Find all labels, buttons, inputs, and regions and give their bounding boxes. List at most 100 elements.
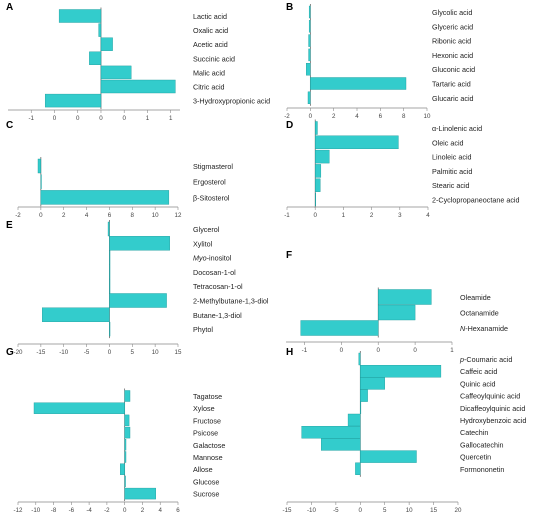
bar (347, 413, 361, 427)
x-tick-label: 4 (355, 113, 359, 120)
x-tick-label: -12 (14, 507, 24, 512)
category-label: Glycolic acid (432, 8, 472, 17)
bar (120, 463, 125, 475)
category-label: 2-Cyclopropaneoctane acid (432, 196, 520, 205)
panel-letter: B (286, 2, 293, 13)
panel-letter: A (6, 2, 13, 13)
category-label: Fructose (193, 416, 221, 425)
x-tick-label: 10 (152, 349, 159, 356)
x-tick-label: -10 (59, 349, 69, 356)
x-tick-label: 6 (176, 507, 180, 512)
x-tick-label: -2 (104, 507, 110, 512)
bar (360, 450, 417, 463)
bar (308, 48, 311, 62)
panel-letter: D (286, 120, 293, 131)
x-tick-label: -2 (284, 113, 290, 120)
x-tick-label: 0 (123, 507, 127, 512)
category-label: Tartaric acid (432, 80, 471, 89)
x-tick-label: 0 (53, 115, 57, 122)
bar (315, 149, 330, 164)
category-label: Linoleic acid (432, 153, 472, 162)
category-label: Gluconic acid (432, 65, 475, 74)
bar (109, 236, 170, 251)
category-label: Ergosterol (193, 178, 226, 187)
x-tick-label: -5 (333, 507, 339, 512)
bar (109, 321, 111, 337)
category-label: Butane-1,3-diol (193, 311, 242, 320)
bar (33, 402, 125, 414)
category-label: Acetic acid (193, 40, 228, 49)
x-tick-label: 0 (309, 113, 313, 120)
bar (40, 174, 42, 189)
x-tick-label: 0 (413, 347, 417, 354)
x-tick-label: 1 (450, 347, 454, 354)
category-label: p-Coumaric acid (459, 355, 512, 364)
category-label: Phytol (193, 325, 213, 334)
category-label: Glycerol (193, 225, 220, 234)
bar (308, 5, 311, 19)
x-tick-label: 5 (383, 507, 387, 512)
bar (40, 190, 170, 205)
x-tick-label: 0 (313, 212, 317, 219)
x-tick-label: 15 (430, 507, 437, 512)
panel-letter: G (6, 347, 14, 358)
panel-letter: E (6, 220, 13, 231)
x-tick-label: -6 (69, 507, 75, 512)
category-label: N-Hexanamide (460, 324, 508, 333)
x-tick-label: -10 (307, 507, 317, 512)
bar (315, 164, 322, 178)
bar (315, 178, 321, 192)
category-label: Lactic acid (193, 12, 227, 21)
x-tick-label: 0 (108, 349, 112, 356)
x-tick-label: -8 (51, 507, 57, 512)
category-label: Glucose (193, 477, 219, 486)
x-tick-label: -1 (28, 115, 34, 122)
x-tick-label: 1 (146, 115, 150, 122)
panel-letter: C (6, 120, 13, 131)
x-tick-label: 2 (141, 507, 145, 512)
bar (300, 320, 379, 336)
x-tick-label: 2 (62, 212, 66, 219)
category-label: Galactose (193, 441, 225, 450)
category-label: Tetracosan-1-ol (193, 282, 243, 291)
category-label: Glyceric acid (432, 22, 473, 31)
x-tick-label: 12 (175, 212, 182, 219)
bar (100, 65, 132, 80)
bar (308, 34, 311, 47)
bar (360, 377, 385, 390)
bar (124, 475, 126, 488)
bar (315, 121, 318, 135)
bar (58, 9, 102, 23)
bar (37, 158, 42, 174)
category-label: Palmitic acid (432, 167, 472, 176)
x-tick-label: 0 (359, 507, 363, 512)
panel-b: B Glycolic acid Glyceric acid Ribonic acid H… (284, 2, 475, 120)
category-label: Dicaffeoylquinic acid (460, 404, 525, 413)
category-label: Psicose (193, 429, 218, 438)
x-tick-label: 15 (175, 349, 182, 356)
bar (378, 304, 416, 321)
x-tick-label: -1 (284, 212, 290, 219)
bar (360, 401, 362, 414)
x-tick-label: 1 (342, 212, 346, 219)
bar (315, 135, 399, 150)
category-label: Xylitol (193, 239, 213, 248)
category-label: 2-Methylbutane-1,3-diol (193, 297, 269, 306)
bar (89, 51, 102, 65)
bar (100, 37, 113, 51)
bar (307, 91, 311, 105)
category-label: Octanamide (460, 309, 499, 318)
category-label: Docosan-1-ol (193, 268, 236, 277)
bar (44, 93, 102, 108)
x-tick-label: -2 (15, 212, 21, 219)
x-tick-label: 2 (332, 113, 336, 120)
category-label: Citric acid (193, 83, 225, 92)
bar (306, 63, 311, 76)
category-label: Tagatose (193, 392, 222, 401)
x-tick-label: 20 (455, 507, 462, 512)
bar (301, 426, 361, 439)
panel-e: E Glycerol Xylitol Myo-inositol Docosan-1-ol… (6, 220, 269, 356)
x-tick-label: -1 (302, 347, 308, 354)
x-tick-label: 10 (406, 507, 413, 512)
bar (109, 293, 167, 308)
